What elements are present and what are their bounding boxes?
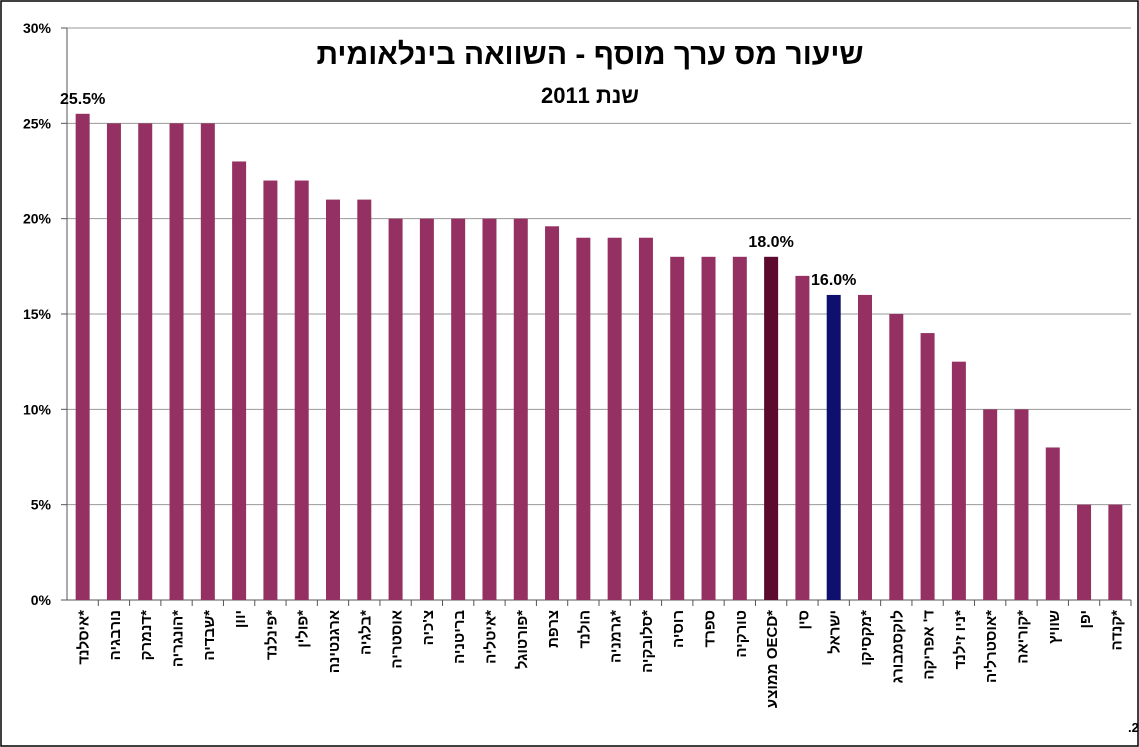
x-tick-label: טורקיה <box>733 610 750 658</box>
bar <box>419 218 434 600</box>
data-label: 25.5% <box>60 91 105 108</box>
x-tick-label: ספרד <box>702 610 719 647</box>
bar <box>1077 504 1092 600</box>
x-tick-label: ניו זילנד* <box>952 610 969 669</box>
x-tick-label: קנדה* <box>1108 610 1125 651</box>
y-tick-label: 0% <box>31 592 52 608</box>
bar <box>576 237 591 600</box>
x-tick-label: גרמניה* <box>608 610 625 663</box>
bar <box>75 113 90 601</box>
x-tick-label: הונגריה* <box>170 610 187 667</box>
x-tick-label: ארגנטינה <box>326 610 343 673</box>
bar <box>326 199 340 600</box>
x-tick-label: פולין* <box>295 610 312 648</box>
x-tick-label: פורטוגל* <box>514 610 531 669</box>
data-label: 16.0% <box>811 272 856 289</box>
x-tick-label: מקסיקו* <box>858 610 875 666</box>
x-tick-label: דנמרק* <box>138 610 155 661</box>
x-tick-label: צ'כיה <box>420 610 437 645</box>
bar <box>764 256 779 600</box>
x-tick-label: ישראל <box>827 610 844 654</box>
x-tick-label: רוסיה <box>670 610 687 648</box>
x-tick-label: סין <box>795 610 812 630</box>
x-tick-label: סלובקיה* <box>639 610 656 673</box>
y-tick-label: 30% <box>23 20 52 36</box>
bar <box>482 218 497 600</box>
x-tick-label: איטליה* <box>482 610 499 664</box>
x-tick-label: יוון <box>232 610 249 628</box>
bar <box>138 123 153 600</box>
x-tick-label: יפן <box>1077 610 1094 629</box>
x-tick-label: פינלנד* <box>263 610 280 660</box>
bar <box>106 123 121 600</box>
x-tick-label: איסלנד* <box>76 610 93 665</box>
bar <box>451 218 466 600</box>
x-tick-label: נורבגיה <box>107 610 124 660</box>
bar <box>858 294 872 600</box>
bar <box>701 256 716 600</box>
x-tick-label: ד' אפריקה <box>921 610 938 680</box>
bar <box>169 123 184 600</box>
x-tick-label: קוריאה* <box>1014 610 1031 664</box>
bar <box>826 294 841 600</box>
bar <box>670 256 685 600</box>
bar <box>1045 447 1060 600</box>
x-tick-label: בלגיה* <box>357 610 374 655</box>
x-tick-label: ממוצע OECD* <box>764 610 781 708</box>
data-label: 18.0% <box>748 234 793 251</box>
bar <box>920 333 935 600</box>
x-tick-label: שבדיה* <box>201 610 218 661</box>
y-tick-label: 20% <box>23 211 52 227</box>
x-tick-label: הולנד <box>576 610 593 648</box>
bar <box>638 237 653 600</box>
chart-subtitle: שנת 2011 <box>541 83 639 108</box>
bar <box>513 218 528 600</box>
x-tick-label: צרפת <box>545 610 562 648</box>
bar <box>1108 504 1123 600</box>
bar <box>232 161 247 600</box>
bar <box>983 409 998 600</box>
bar <box>200 123 215 600</box>
bar <box>795 275 810 600</box>
y-tick-label: 25% <box>23 115 52 131</box>
x-tick-label: אוסטריה <box>389 610 406 669</box>
bar <box>1014 409 1029 600</box>
bar <box>732 256 747 600</box>
bar <box>263 180 278 601</box>
bar <box>388 218 403 600</box>
y-tick-label: 15% <box>23 306 52 322</box>
x-tick-label: שוויץ <box>1046 610 1063 644</box>
x-tick-label: בריטניה <box>451 610 468 664</box>
bar <box>607 237 622 600</box>
chart-title: שיעור מס ערך מוסף - השוואה בינלאומית <box>316 38 863 71</box>
x-tick-label: אוסטרליה* <box>983 610 1000 683</box>
bar <box>889 314 904 600</box>
x-tick-label: לוקסמבורג <box>889 610 906 683</box>
y-tick-label: 10% <box>23 401 52 417</box>
y-tick-label: 5% <box>31 497 52 513</box>
bar <box>545 226 560 600</box>
bar <box>357 199 372 600</box>
footnote: * נתוני 2010. <box>1128 720 1139 735</box>
bar <box>951 361 966 600</box>
bar <box>294 180 309 601</box>
